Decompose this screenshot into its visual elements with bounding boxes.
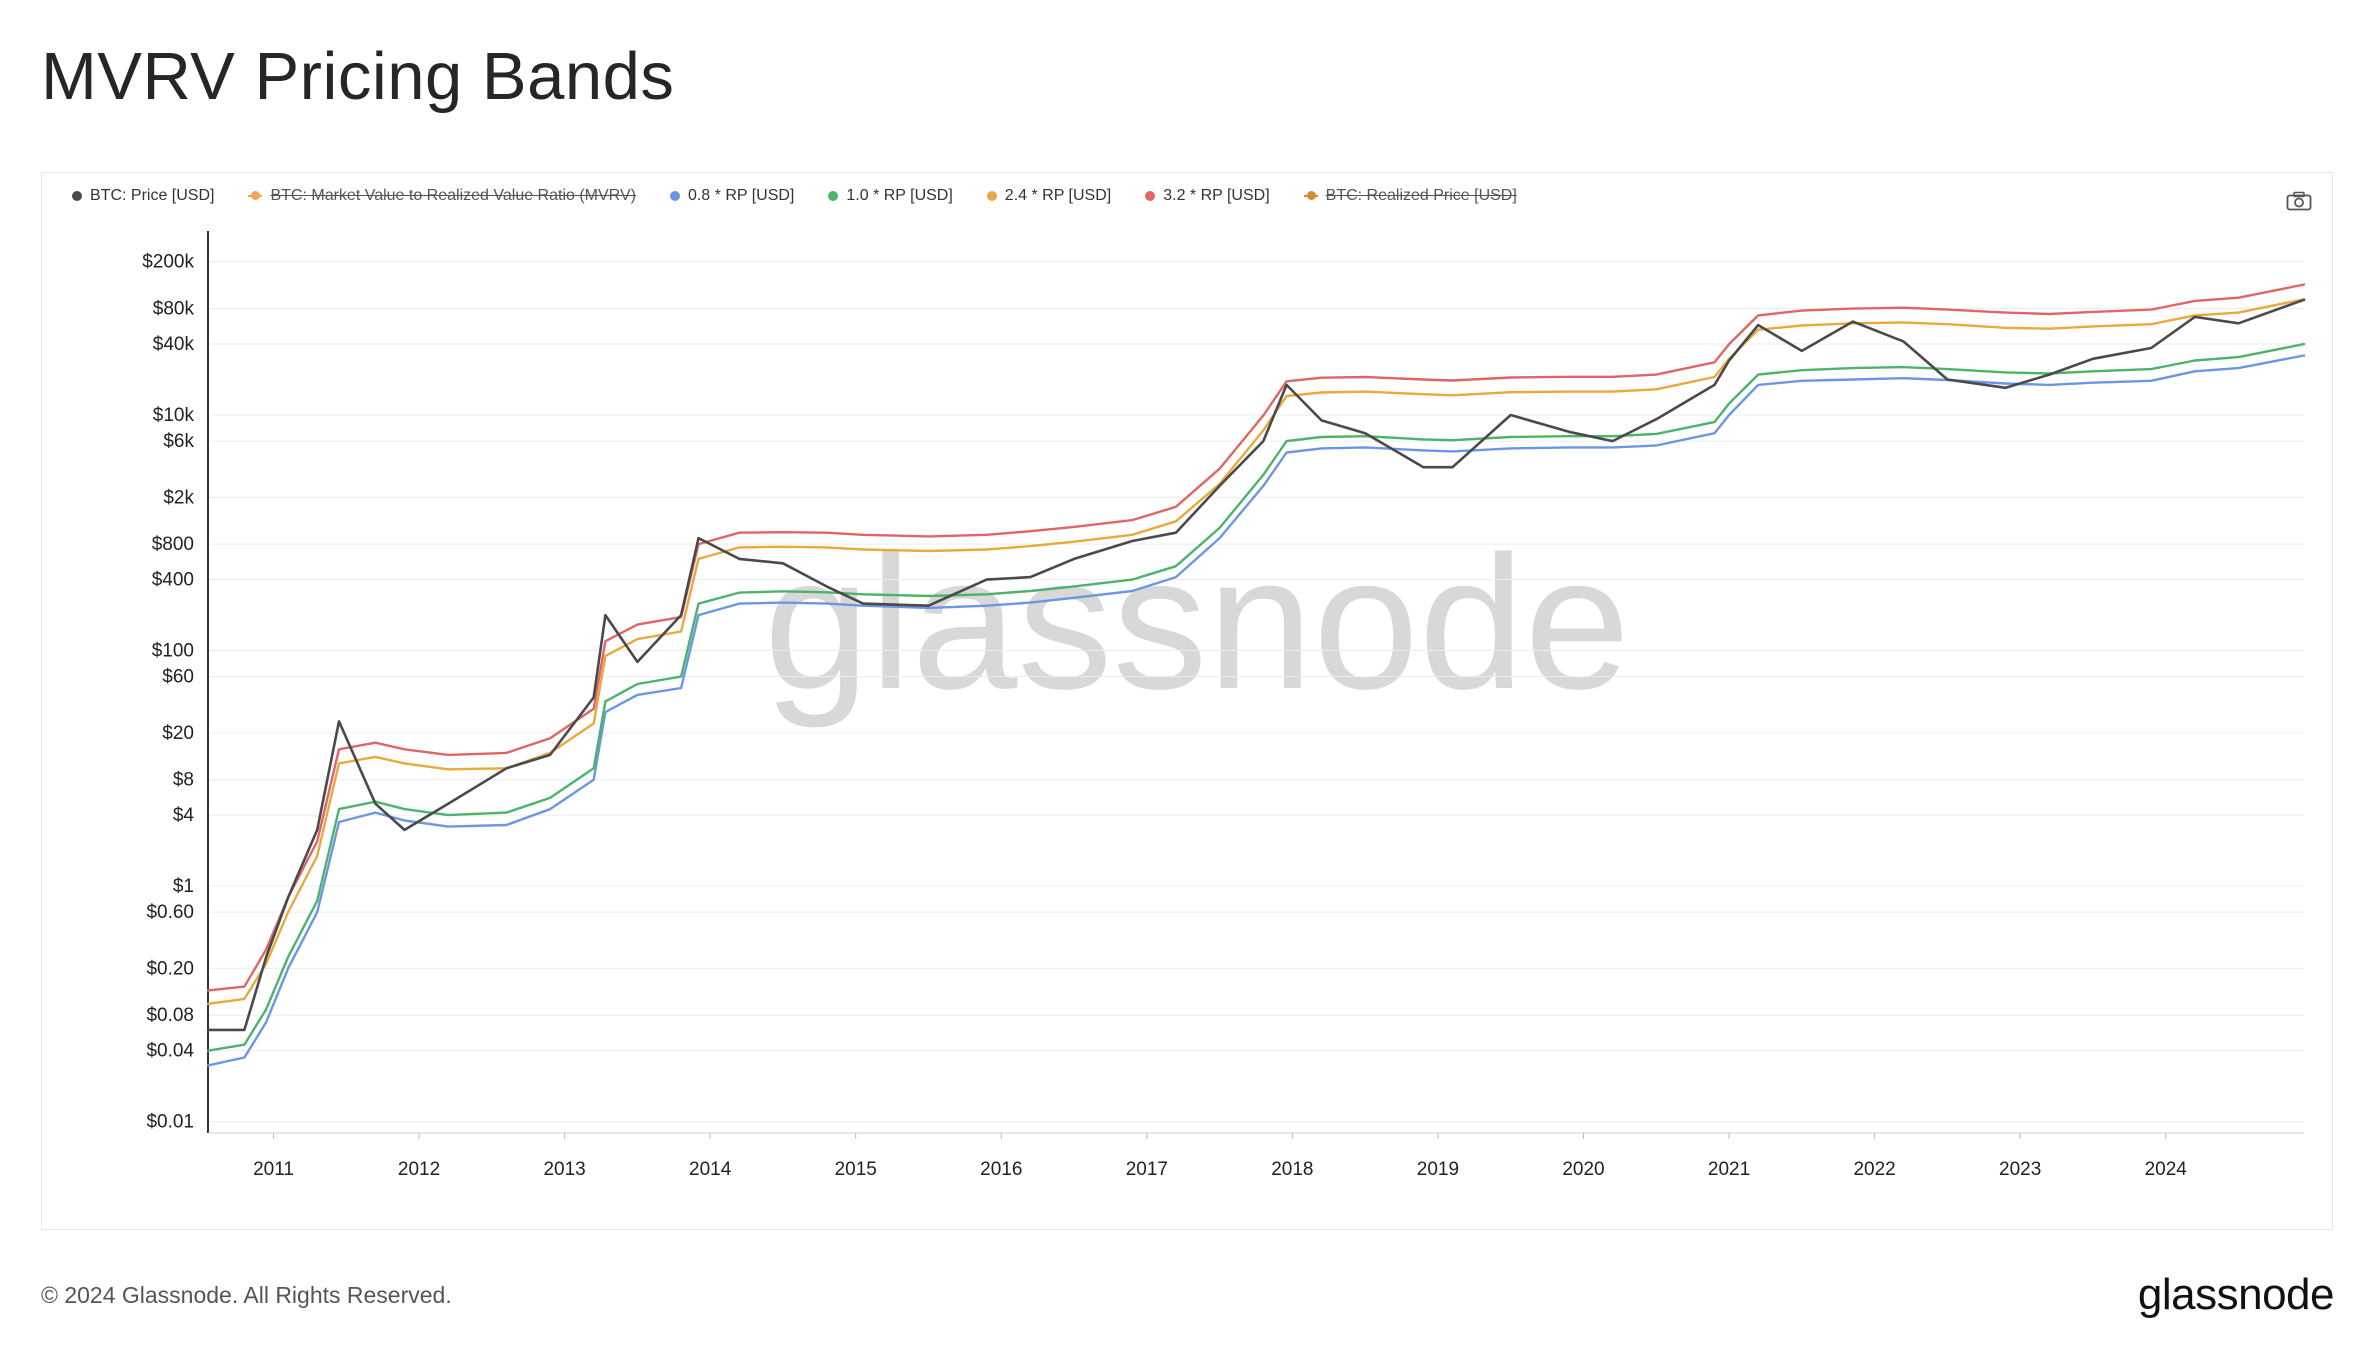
legend-item-3[interactable]: 1.0 * RP [USD] — [828, 187, 953, 205]
legend-label: BTC: Price [USD] — [90, 187, 215, 204]
legend-marker — [248, 191, 263, 200]
legend-item-5[interactable]: 3.2 * RP [USD] — [1145, 187, 1270, 205]
x-tick-label: 2011 — [253, 1159, 294, 1180]
y-tick-label: $800 — [152, 534, 194, 555]
watermark-text: glassnode — [764, 517, 1630, 729]
y-tick-label: $60 — [162, 667, 194, 688]
y-tick-label: $0.04 — [146, 1041, 194, 1062]
x-tick-label: 2024 — [2145, 1159, 2188, 1180]
legend-marker — [1303, 191, 1318, 200]
series-line-2-4-rp-usd — [206, 298, 2306, 1005]
y-tick-label: $100 — [152, 641, 194, 662]
chart-card: BTC: Price [USD] BTC: Market Value to Rea… — [41, 172, 2333, 1230]
x-tick-label: 2023 — [1999, 1159, 2041, 1180]
x-tick-label: 2016 — [980, 1159, 1022, 1180]
x-tick-label: 2021 — [1708, 1159, 1750, 1180]
y-tick-label: $200k — [142, 252, 194, 273]
y-tick-label: $40k — [153, 334, 195, 355]
y-tick-label: $80k — [153, 299, 195, 320]
y-tick-label: $0.08 — [146, 1005, 194, 1026]
series-line-btc-price-usd — [206, 298, 2306, 1032]
x-tick-label: 2014 — [689, 1159, 732, 1180]
x-tick-label: 2015 — [835, 1159, 877, 1180]
legend-label: 0.8 * RP [USD] — [687, 187, 795, 204]
y-tick-label: $8 — [173, 770, 194, 791]
series-line-1-0-rp-usd — [206, 342, 2306, 1052]
chart-legend: BTC: Price [USD] BTC: Market Value to Rea… — [72, 187, 1517, 205]
legend-marker — [72, 191, 82, 201]
series-line-3-2-rp-usd — [206, 283, 2306, 992]
x-tick-label: 2012 — [398, 1159, 440, 1180]
legend-marker — [986, 191, 997, 201]
y-tick-label: $0.20 — [146, 958, 194, 979]
x-tick-label: 2013 — [543, 1159, 585, 1180]
series-line-0-8-rp-usd — [206, 354, 2306, 1067]
y-tick-label: $20 — [162, 723, 194, 744]
x-tick-label: 2019 — [1417, 1159, 1459, 1180]
legend-item-1[interactable]: BTC: Market Value to Realized Value Rati… — [248, 187, 636, 205]
legend-item-6[interactable]: BTC: Realized Price [USD] — [1303, 187, 1517, 205]
y-tick-label: $1 — [173, 876, 194, 897]
legend-marker — [669, 191, 680, 201]
legend-item-0[interactable]: BTC: Price [USD] — [72, 187, 214, 205]
x-tick-label: 2020 — [1562, 1159, 1604, 1180]
y-tick-label: $0.01 — [146, 1112, 194, 1133]
legend-label: BTC: Market Value to Realized Value Rati… — [270, 187, 636, 204]
legend-label: 1.0 * RP [USD] — [846, 187, 953, 204]
y-tick-label: $400 — [152, 570, 194, 591]
camera-icon[interactable] — [2286, 191, 2312, 211]
x-tick-label: 2017 — [1126, 1159, 1168, 1180]
price-chart: glassnode $200k $80k $40k $10k $6k $2k $800 $400… — [142, 231, 2306, 1180]
y-tick-label: $6k — [163, 431, 194, 452]
legend-marker — [1145, 191, 1156, 201]
y-tick-label: $0.60 — [146, 902, 194, 923]
legend-label: 2.4 * RP [USD] — [1004, 187, 1112, 204]
page-title: MVRV Pricing Bands — [41, 39, 675, 114]
x-tick-label: 2022 — [1853, 1159, 1895, 1180]
legend-label: BTC: Realized Price [USD] — [1325, 187, 1517, 204]
legend-item-4[interactable]: 2.4 * RP [USD] — [986, 187, 1112, 205]
y-tick-label: $10k — [153, 405, 195, 426]
legend-marker — [828, 191, 839, 201]
x-tick-label: 2018 — [1271, 1159, 1313, 1180]
legend-item-2[interactable]: 0.8 * RP [USD] — [669, 187, 795, 205]
copyright-text: © 2024 Glassnode. All Rights Reserved. — [41, 1282, 452, 1308]
y-tick-label: $2k — [163, 487, 194, 508]
legend-label: 3.2 * RP [USD] — [1163, 187, 1270, 204]
glassnode-logo: glassnode — [2137, 1270, 2335, 1319]
y-tick-label: $4 — [173, 805, 195, 826]
